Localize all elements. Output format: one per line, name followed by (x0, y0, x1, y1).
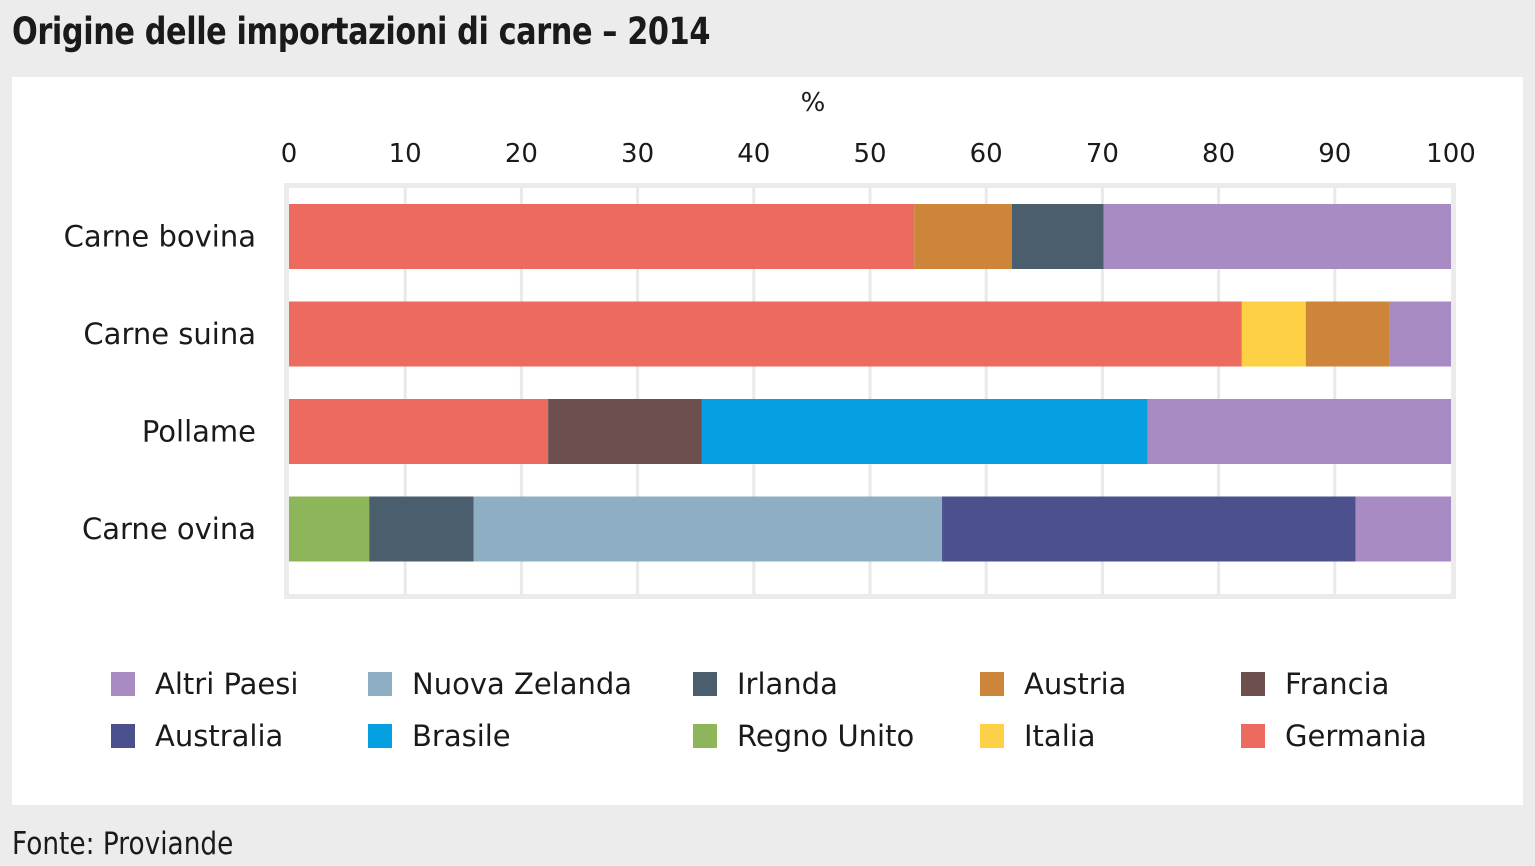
bar-carne-bovina-altri-paesi (1103, 204, 1451, 269)
legend-swatch-regno-unito (693, 724, 717, 748)
legend-label-francia: Francia (1285, 667, 1389, 701)
legend-swatch-brasile (368, 724, 392, 748)
category-label-pollame: Pollame (142, 415, 256, 449)
bar-pollame-francia (548, 399, 702, 464)
bar-pollame-altri-paesi (1147, 399, 1451, 464)
x-tick-label-30: 30 (621, 139, 654, 169)
legend-label-nuova-zelanda: Nuova Zelanda (412, 667, 632, 701)
bar-carne-bovina-irlanda (1011, 204, 1104, 269)
legend-label-irlanda: Irlanda (737, 667, 838, 701)
x-tick-label-80: 80 (1202, 139, 1235, 169)
x-tick-label-20: 20 (505, 139, 538, 169)
chart-title: Origine delle importazioni di carne – 20… (12, 10, 711, 53)
category-label-carne-ovina: Carne ovina (82, 512, 256, 546)
bar-pollame-brasile (701, 399, 1148, 464)
legend-swatch-irlanda (693, 672, 717, 696)
source-note: Fonte: Proviande (12, 826, 234, 862)
category-label-carne-bovina: Carne bovina (64, 220, 256, 254)
bar-carne-suina-germania (289, 301, 1242, 367)
x-tick-label-90: 90 (1318, 139, 1351, 169)
x-unit-label: % (801, 88, 826, 118)
x-tick-label-100: 100 (1426, 139, 1476, 169)
bar-carne-suina-altri-paesi (1389, 301, 1451, 367)
legend-swatch-italia (980, 724, 1004, 748)
bar-carne-suina-austria (1305, 301, 1390, 367)
x-tick-label-40: 40 (737, 139, 770, 169)
legend-label-austria: Austria (1024, 667, 1126, 701)
legend-label-altri-paesi: Altri Paesi (155, 667, 298, 701)
bar-carne-bovina-germania (289, 204, 915, 269)
bar-carne-ovina-australia (942, 496, 1356, 562)
bar-carne-ovina-irlanda (369, 496, 474, 562)
category-label-carne-suina: Carne suina (83, 317, 256, 351)
legend-swatch-nuova-zelanda (368, 672, 392, 696)
x-tick-label-60: 60 (970, 139, 1003, 169)
bar-carne-suina-italia (1241, 301, 1306, 367)
bar-pollame-germania (289, 399, 549, 464)
bar-carne-ovina-regno-unito (289, 496, 370, 562)
legend-swatch-francia (1241, 672, 1265, 696)
legend-label-germania: Germania (1285, 719, 1427, 753)
bar-carne-bovina-austria (914, 204, 1012, 269)
legend-label-italia: Italia (1024, 719, 1096, 753)
legend-swatch-altri-paesi (111, 672, 135, 696)
legend-label-australia: Australia (155, 719, 283, 753)
legend-label-regno-unito: Regno Unito (737, 719, 914, 753)
legend-swatch-australia (111, 724, 135, 748)
bar-carne-ovina-altri-paesi (1355, 496, 1451, 562)
x-tick-label-10: 10 (389, 139, 422, 169)
legend-swatch-austria (980, 672, 1004, 696)
bar-carne-ovina-nuova-zelanda (473, 496, 943, 562)
x-tick-label-0: 0 (281, 139, 298, 169)
x-tick-label-70: 70 (1086, 139, 1119, 169)
legend-label-brasile: Brasile (412, 719, 511, 753)
x-tick-label-50: 50 (853, 139, 886, 169)
legend-swatch-germania (1241, 724, 1265, 748)
